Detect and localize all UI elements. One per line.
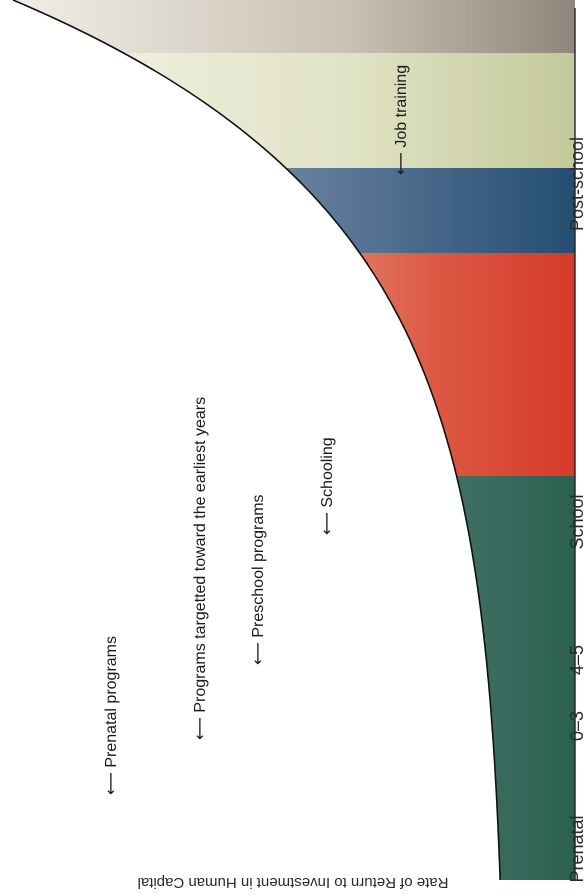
- annotation-label: ⟵ Schooling: [319, 437, 336, 535]
- band-prenatal: [13, 0, 575, 53]
- x-tick-label: 0–3: [567, 711, 587, 741]
- band-0-3: [13, 53, 575, 168]
- stage-bands: [13, 0, 575, 880]
- band-school: [13, 253, 575, 476]
- annotation-label: ⟵ Prenatal programs: [103, 636, 120, 795]
- band-4-5: [13, 168, 575, 253]
- x-tick-label: School: [567, 494, 587, 549]
- annotation-label: ⟵ Programs targetted toward the earliest…: [192, 397, 209, 740]
- x-tick-label: Prenatal: [567, 815, 587, 882]
- y-axis-label: Rate of Return to Investment in Human Ca…: [138, 874, 449, 891]
- x-tick-label: Post-school: [567, 137, 587, 231]
- annotation-label: ⟵ Preschool programs: [250, 494, 267, 665]
- x-tick-label: 4–5: [567, 645, 587, 675]
- return-curve: [12, 0, 501, 881]
- annotation-label: ⟵ Job training: [393, 65, 410, 175]
